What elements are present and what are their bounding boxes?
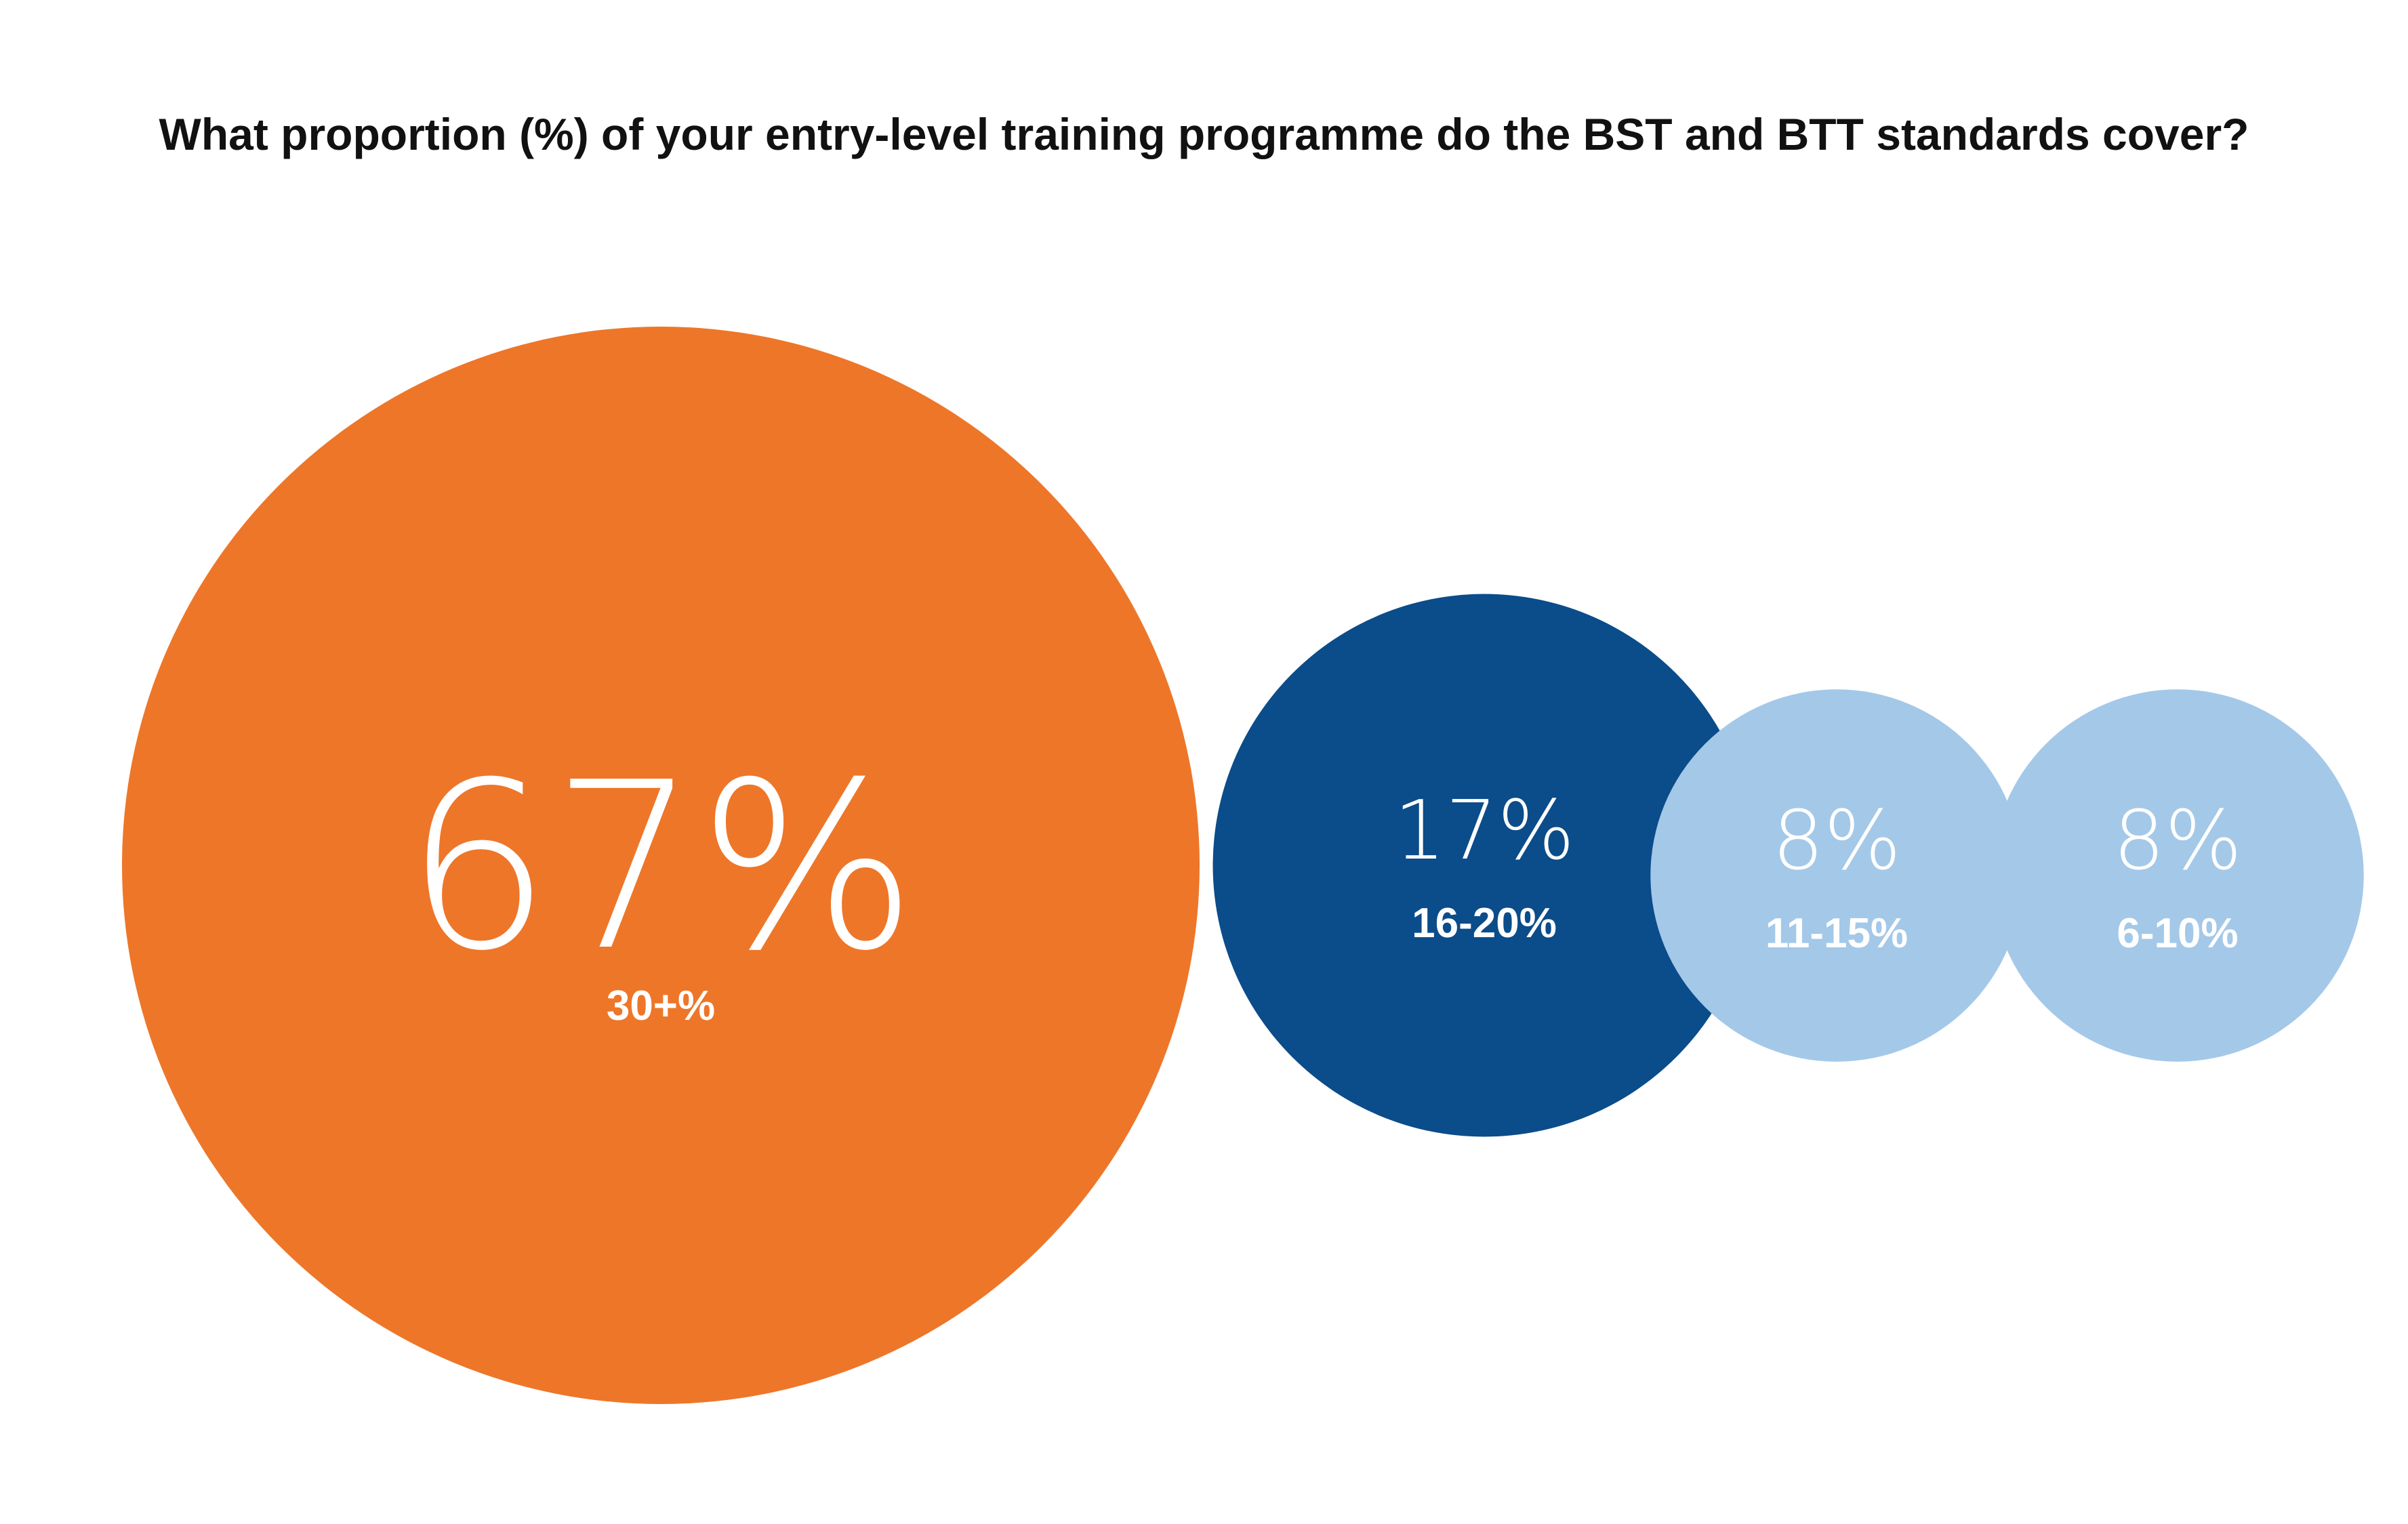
bubble-11-15 [1650, 689, 2023, 1062]
value-label: 8% [2113, 794, 2242, 888]
bubble-16-20 [1212, 594, 1756, 1137]
value-label: 8% [1772, 794, 1901, 888]
category-label: 6-10% [2117, 910, 2238, 957]
chart-title: What proportion (%) of your entry-level … [159, 109, 2249, 159]
bubble-30 [122, 327, 1200, 1404]
bubble-6-10 [1991, 689, 2364, 1062]
category-label: 16-20% [1412, 900, 1557, 947]
category-label: 30+% [607, 983, 715, 1029]
category-label: 11-15% [1766, 910, 1908, 957]
value-label: 67% [405, 733, 917, 1002]
value-label: 17% [1394, 784, 1575, 878]
